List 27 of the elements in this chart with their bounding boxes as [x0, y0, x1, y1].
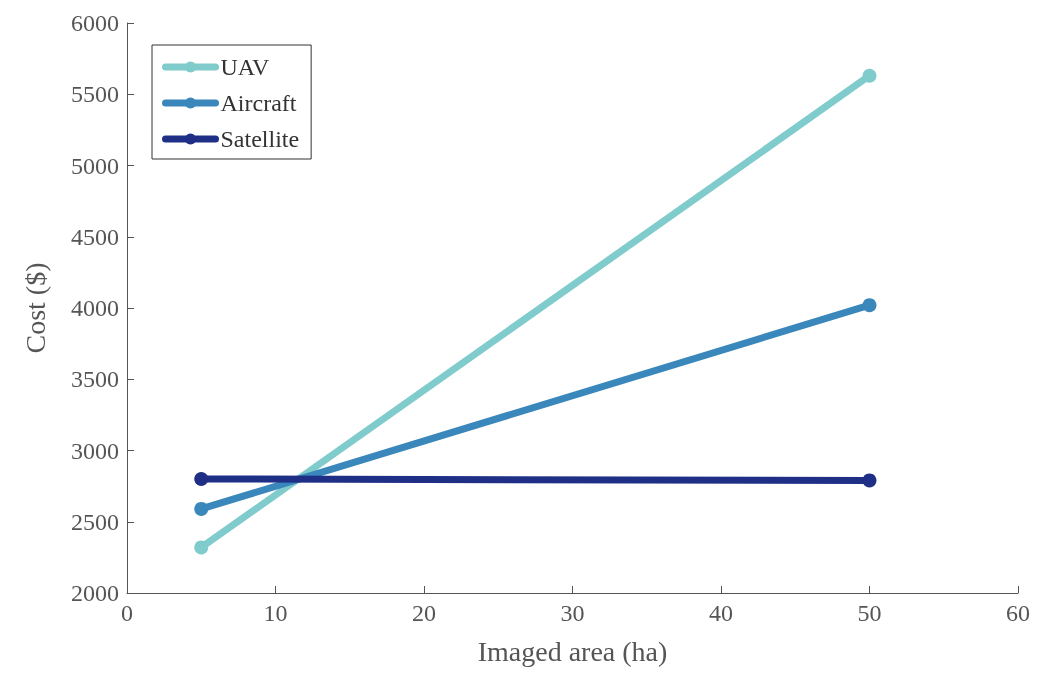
y-tick-label: 2500: [71, 508, 119, 535]
x-tick-label: 30: [560, 600, 585, 626]
legend-label: Satellite: [220, 126, 300, 152]
x-tick-label: 10: [263, 600, 288, 626]
y-tick-label: 2000: [71, 580, 119, 606]
x-tick-label: 40: [709, 600, 733, 626]
x-axis-title: Imaged area (ha): [477, 635, 668, 667]
legend-label: UAV: [220, 54, 271, 80]
y-tick-label: 4000: [71, 295, 119, 321]
y-axis-title: Cost ($): [19, 262, 51, 354]
point: [862, 298, 877, 313]
legend-label: Aircraft: [220, 90, 297, 116]
x-tick-label: 50: [857, 600, 882, 626]
point: [862, 473, 877, 488]
y-tick-label: 3500: [71, 366, 119, 393]
x-tick-label: 0: [121, 600, 133, 626]
y-tick-label: 5000: [71, 152, 119, 179]
y-tick-label: 6000: [71, 10, 119, 36]
point: [194, 501, 209, 516]
y-tick-label: 5500: [71, 81, 119, 108]
point: [862, 68, 877, 83]
x-tick-label: 20: [412, 600, 436, 626]
point: [194, 472, 209, 486]
x-tick-label: 60: [1006, 600, 1030, 626]
point: [194, 540, 209, 555]
y-tick-label: 4500: [71, 223, 119, 250]
y-tick-label: 3000: [71, 437, 119, 464]
